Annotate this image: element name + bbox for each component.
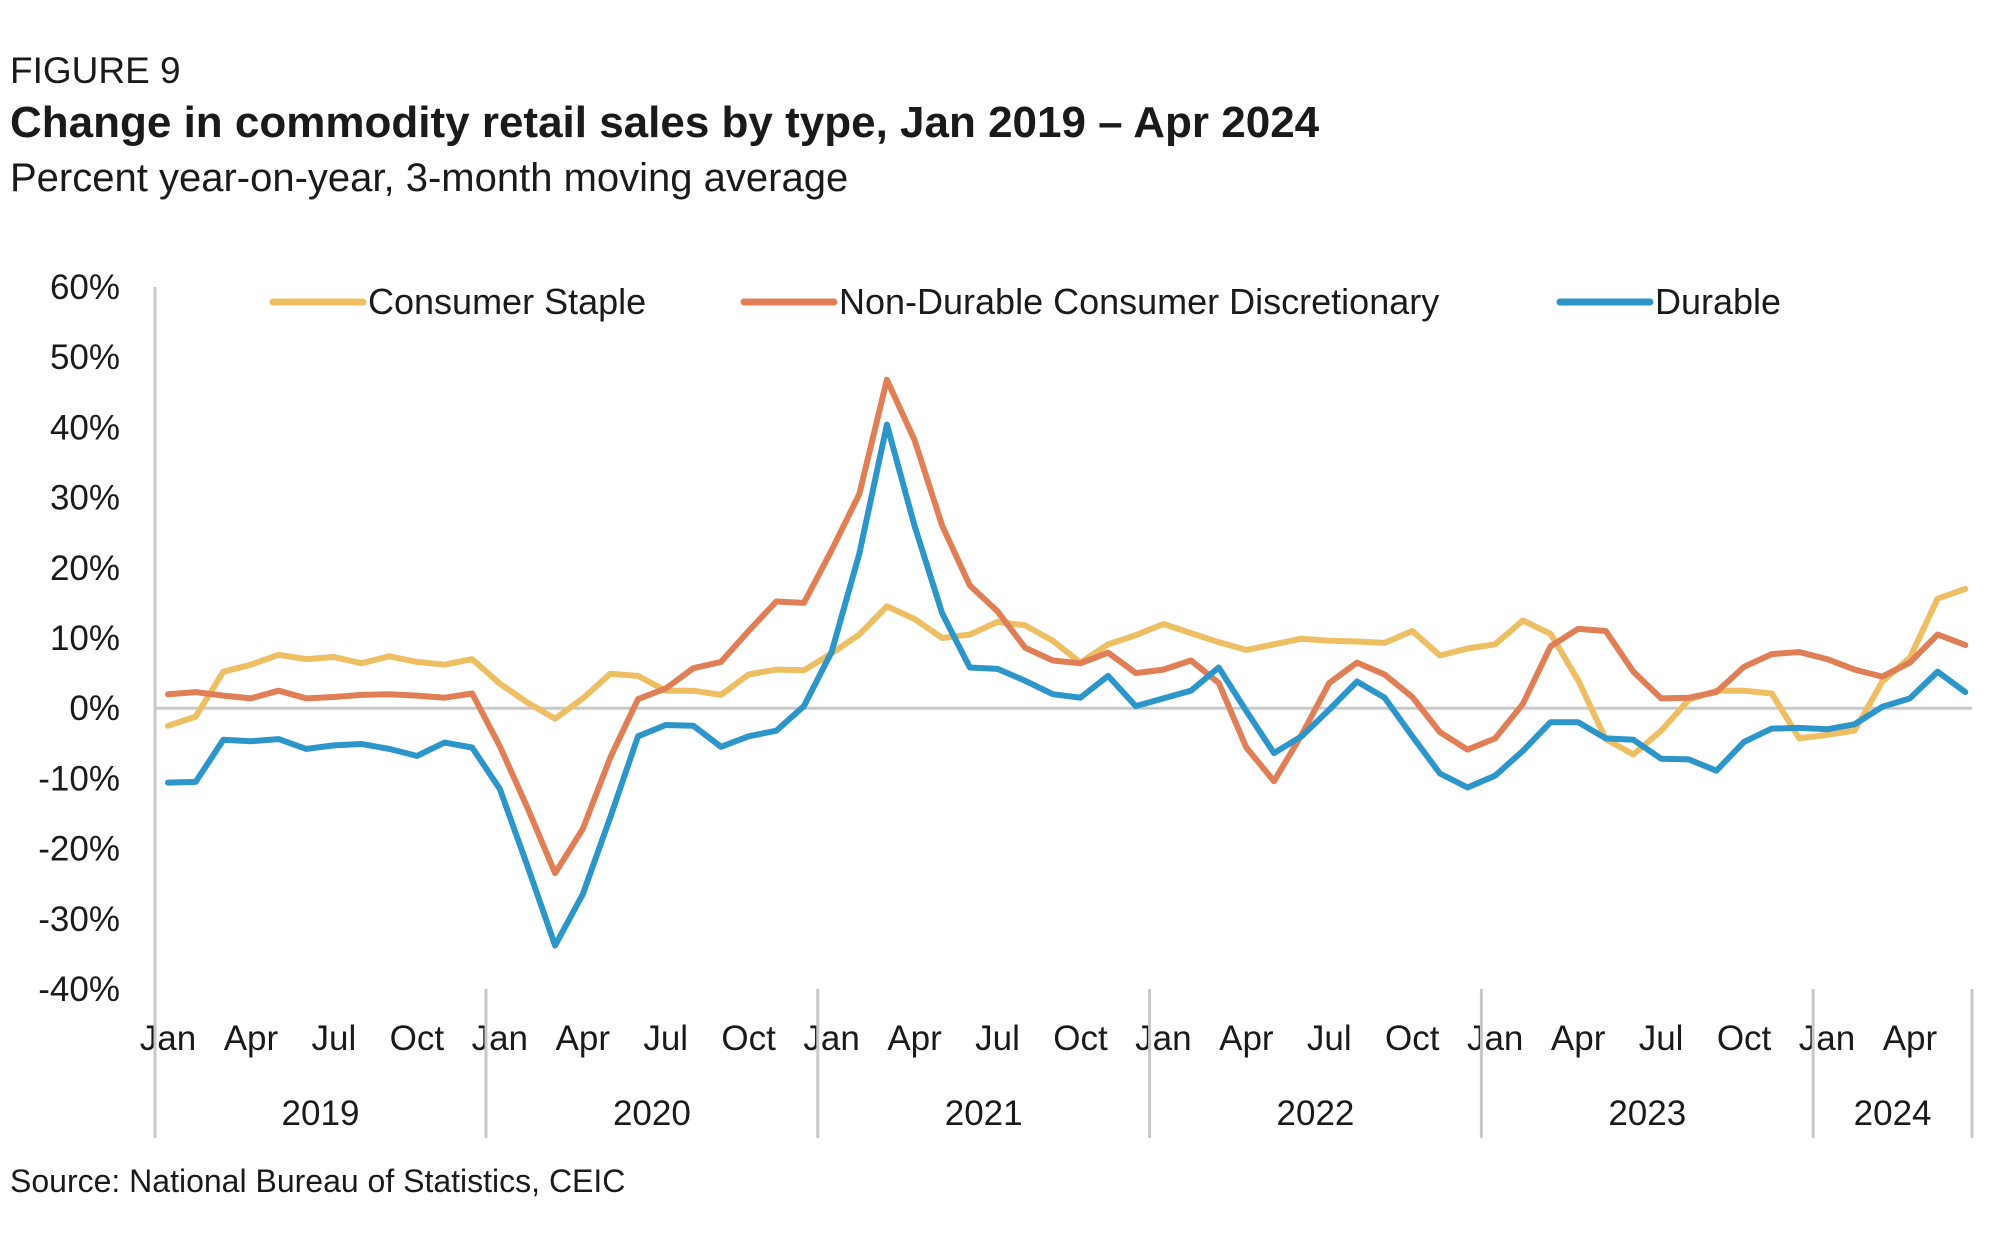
legend-label: Consumer Staple [368, 281, 646, 322]
chart-title: Change in commodity retail sales by type… [10, 98, 1320, 147]
x-tick-label: Jul [975, 1019, 1020, 1058]
legend-label: Durable [1655, 281, 1781, 322]
x-tick-label: Jan [472, 1019, 528, 1058]
year-label: 2024 [1854, 1094, 1932, 1133]
series-layer [165, 376, 1969, 949]
y-tick-label: 30% [50, 479, 120, 518]
legend: Consumer Staple Non-Durable Consumer Disc… [269, 281, 1781, 322]
x-tick-label: Oct [1385, 1019, 1440, 1058]
x-tick-label: Oct [1053, 1019, 1108, 1058]
x-tick-label: Jan [1799, 1019, 1855, 1058]
x-tick-label: Apr [887, 1019, 942, 1058]
series-line-non-durable-consumer-discretionary [165, 376, 1969, 877]
x-tick-label: Apr [556, 1019, 611, 1058]
chart-subtitle: Percent year-on-year, 3-month moving ave… [10, 156, 849, 200]
y-tick-label: 10% [50, 619, 120, 658]
x-tick-label: Jul [1639, 1019, 1684, 1058]
x-tick-label: Jan [803, 1019, 859, 1058]
axis-layer: -40% -30% -20% -10% 0% 10% 20% 30% 40% 50% 60% Jan A… [38, 268, 1974, 1138]
x-tick-label: Apr [1883, 1019, 1938, 1058]
y-tick-label: -20% [38, 830, 120, 869]
legend-label: Non-Durable Consumer Discretionary [839, 281, 1439, 322]
source-note: Source: National Bureau of Statistics, C… [10, 1163, 626, 1199]
x-tick-label: Jul [643, 1019, 688, 1058]
y-tick-label: -10% [38, 759, 120, 798]
year-label: 2019 [282, 1094, 360, 1133]
y-tick-label: -40% [38, 970, 120, 1009]
series-line-consumer-staple [165, 585, 1969, 758]
year-label: 2021 [945, 1094, 1023, 1133]
x-tick-label: Jan [1467, 1019, 1523, 1058]
x-tick-label: Oct [721, 1019, 776, 1058]
figure-label: FIGURE 9 [10, 50, 181, 91]
x-tick-label: Jan [1135, 1019, 1191, 1058]
year-label: 2020 [613, 1094, 691, 1133]
x-tick-label: Apr [1551, 1019, 1606, 1058]
y-tick-label: -30% [38, 900, 120, 939]
year-label: 2023 [1608, 1094, 1686, 1133]
y-tick-label: 20% [50, 549, 120, 588]
y-tick-label: 40% [50, 408, 120, 447]
x-tick-label: Jan [140, 1019, 196, 1058]
x-tick-label: Oct [390, 1019, 445, 1058]
year-label: 2022 [1277, 1094, 1355, 1133]
x-tick-label: Jul [1307, 1019, 1352, 1058]
y-tick-label: 0% [69, 689, 120, 728]
y-tick-label: 50% [50, 338, 120, 377]
y-tick-label: 60% [50, 268, 120, 307]
x-tick-label: Oct [1717, 1019, 1772, 1058]
series-line-durable [165, 421, 1969, 949]
x-tick-label: Jul [312, 1019, 357, 1058]
x-tick-label: Apr [224, 1019, 279, 1058]
x-tick-label: Apr [1219, 1019, 1274, 1058]
